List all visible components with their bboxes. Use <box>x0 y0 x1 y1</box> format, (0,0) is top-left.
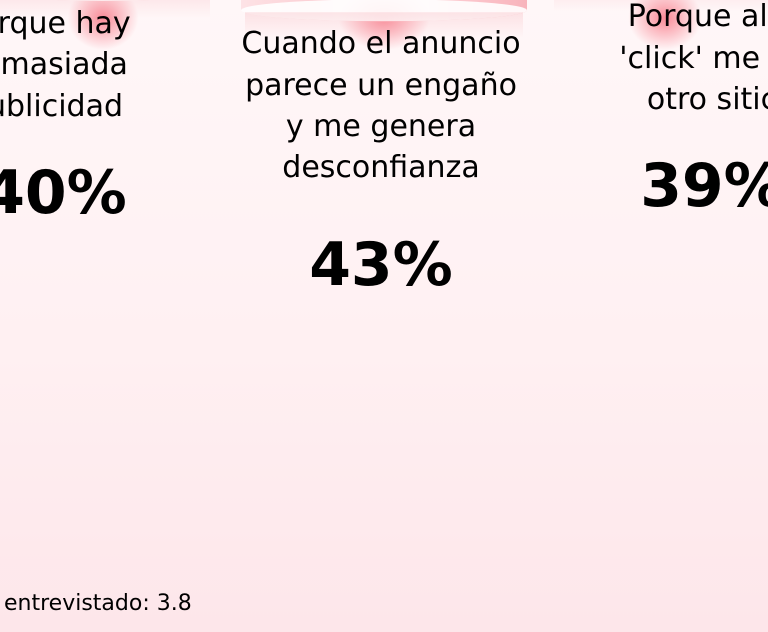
value-label-3: 39% <box>640 151 768 222</box>
bar-shadow-2 <box>245 12 523 39</box>
bar-shadow-1 <box>0 0 210 18</box>
category-label-line: orque hay <box>0 6 131 41</box>
bar-3 <box>554 0 768 50</box>
footnote: entrevistado: 3.8 <box>4 591 192 616</box>
category-label-line: Porque al d <box>627 0 768 35</box>
bar-2 <box>241 0 527 50</box>
bar-shadow-3 <box>554 0 768 12</box>
category-label-line: otro sitic <box>646 82 768 118</box>
category-label-line: emasiada <box>0 47 128 83</box>
category-label-3: Porque al d 'click' me lle otro sitic <box>512 0 768 120</box>
value-label-1: 40% <box>0 158 127 228</box>
category-label-1: orque hay emasiada ublicidad <box>0 3 255 127</box>
category-label-2: Cuando el anuncio parece un engaño y me ge… <box>181 23 581 189</box>
category-label-line: Cuando el anuncio <box>241 26 521 62</box>
category-label-line: 'click' me lle <box>619 40 768 76</box>
bar-1 <box>0 0 210 50</box>
bar-glow-3 <box>628 0 702 50</box>
category-label-line: parece un engaño <box>245 67 517 103</box>
category-label-line: desconfianza <box>282 150 480 186</box>
category-label-line: ublicidad <box>0 88 124 124</box>
category-label-line: y me genera <box>285 109 477 145</box>
value-label-2: 43% <box>309 230 453 301</box>
